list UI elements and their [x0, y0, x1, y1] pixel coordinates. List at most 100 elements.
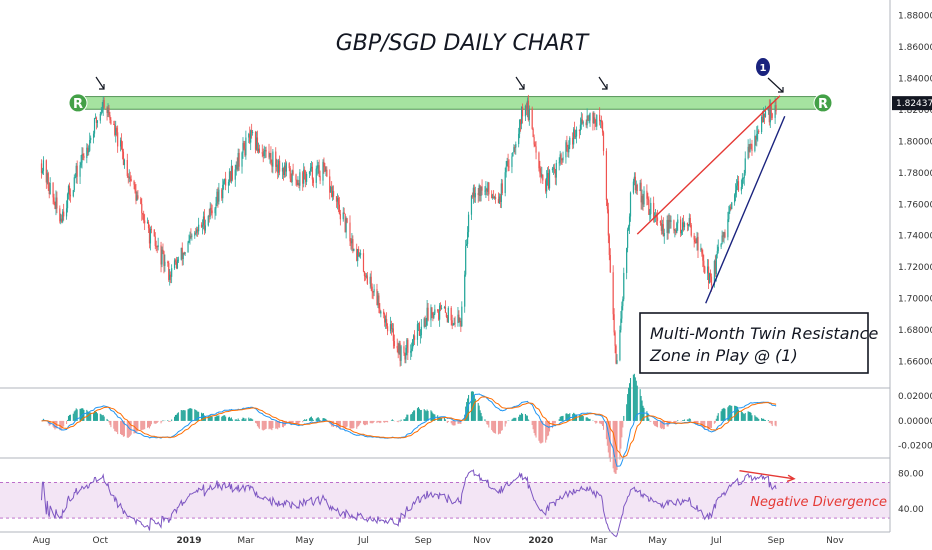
badge-1 — [756, 58, 770, 76]
candle-body — [227, 181, 230, 186]
candle-body — [137, 195, 139, 199]
candle-body — [716, 251, 718, 255]
badge-arrow — [767, 77, 784, 93]
candle-body — [594, 117, 596, 123]
candle-body — [750, 144, 752, 146]
time-tick-label: Mar — [590, 536, 607, 546]
candle-body — [143, 214, 145, 221]
candle-body — [154, 236, 156, 246]
candle-body — [720, 243, 722, 247]
candle-body — [602, 132, 605, 152]
candle-body — [506, 160, 508, 167]
candle-body — [713, 261, 715, 286]
candle-body — [281, 168, 284, 172]
candle-body — [464, 274, 466, 307]
candle-body — [75, 165, 77, 178]
candle-body — [40, 163, 43, 173]
time-tick-label: Nov — [826, 536, 844, 546]
candle-body — [623, 272, 625, 300]
candle-body — [217, 191, 219, 202]
price-tick-label: 1.72000 — [898, 263, 932, 273]
candle-body — [443, 307, 446, 309]
candle-body — [46, 173, 48, 183]
candle-body — [721, 235, 723, 244]
annotation-line-2: Zone in Play @ (1) — [649, 346, 798, 365]
candle-body — [364, 276, 367, 277]
candle-body — [127, 175, 129, 178]
candle-body — [191, 235, 193, 237]
candle-body — [744, 158, 746, 174]
candle-body — [141, 203, 143, 214]
candle-body — [322, 161, 324, 181]
candle-body — [690, 225, 692, 236]
candle-body — [520, 119, 522, 125]
candle-body — [763, 113, 766, 118]
candle-body — [709, 273, 712, 277]
candle-body — [756, 133, 758, 140]
candle-body — [214, 208, 216, 214]
candle-body — [370, 276, 372, 287]
candle-body — [588, 120, 590, 122]
candle-body — [541, 174, 543, 177]
candle-body — [686, 222, 688, 226]
candle-body — [465, 245, 467, 275]
candle-body — [663, 232, 665, 237]
candle-body — [208, 216, 210, 217]
candle-body — [634, 176, 636, 191]
candle-body — [149, 229, 152, 244]
candle-body — [282, 168, 285, 175]
candle-body — [687, 225, 689, 227]
candle-body — [92, 133, 95, 138]
candle-body — [447, 307, 449, 323]
candle-body — [243, 143, 245, 149]
candle-body — [176, 259, 179, 269]
candle-body — [553, 167, 555, 170]
candle-body — [196, 229, 198, 233]
candle-body — [369, 276, 371, 284]
candle-body — [200, 224, 203, 227]
candle-body — [285, 163, 287, 172]
candle-body — [715, 254, 717, 274]
candle-body — [681, 222, 684, 231]
candle-body — [377, 295, 379, 306]
rsi-line — [41, 469, 777, 538]
candle-body — [445, 312, 447, 317]
candle-body — [305, 173, 307, 182]
candle-body — [653, 202, 655, 218]
candle-body — [52, 182, 54, 198]
candle-body — [121, 148, 124, 152]
candle-body — [161, 249, 163, 265]
candle-body — [730, 206, 732, 210]
candle-body — [349, 222, 351, 242]
candle-body — [317, 165, 319, 168]
candle-body — [539, 168, 541, 174]
candle-body — [229, 171, 232, 182]
candle-body — [115, 128, 117, 135]
candle-body — [384, 314, 386, 323]
candle-body — [473, 187, 475, 198]
candle-body — [621, 306, 623, 319]
divergence-arrowhead — [786, 474, 796, 483]
candle-body — [269, 152, 271, 158]
candle-body — [304, 169, 306, 174]
candle-body — [646, 190, 648, 199]
candle-body — [676, 223, 678, 233]
candle-body — [758, 130, 760, 133]
candle-body — [431, 307, 433, 315]
candle-body — [425, 325, 427, 327]
candle-body — [157, 245, 159, 248]
candle-body — [574, 129, 576, 137]
rsi-panel — [0, 457, 890, 538]
candle-body — [231, 165, 233, 180]
candle-body — [346, 218, 348, 223]
badge-arrowhead — [778, 87, 784, 93]
candle-body — [592, 113, 594, 124]
candle-body — [585, 122, 587, 126]
candle-body — [748, 146, 750, 152]
candle-body — [770, 105, 772, 114]
candle-body — [326, 169, 328, 177]
candle-body — [250, 130, 252, 143]
candle-body — [521, 106, 524, 117]
candle-body — [410, 350, 412, 353]
candle-body — [648, 199, 650, 215]
